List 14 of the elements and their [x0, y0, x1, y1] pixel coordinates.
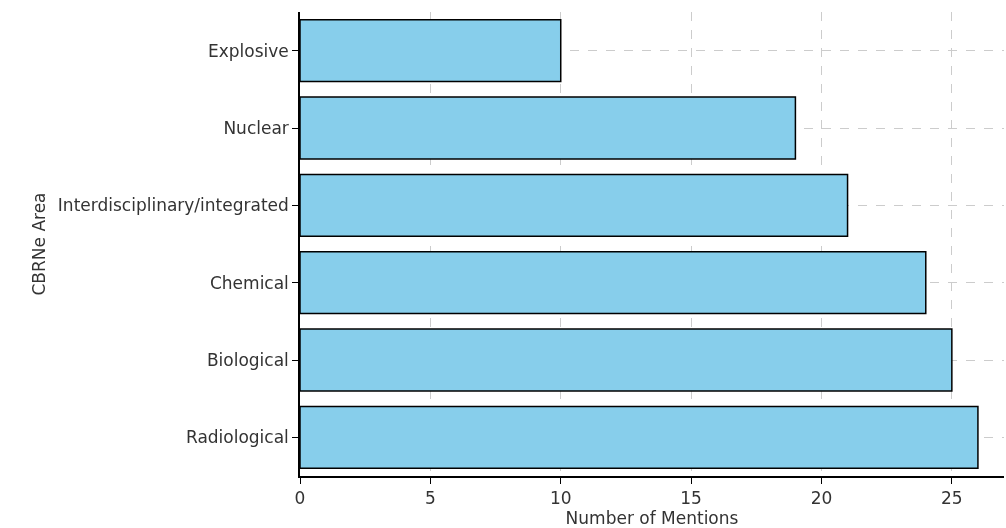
y-tick-label: Chemical	[209, 272, 289, 293]
y-tick-label: Biological	[206, 349, 289, 370]
y-axis-title: CBRNe Area	[28, 192, 49, 296]
x-tick-label: 20	[810, 488, 833, 509]
y-tick-label: Interdisciplinary/integrated	[57, 195, 289, 216]
x-axis-title: Number of Mentions	[565, 508, 739, 528]
x-tick-label: 5	[424, 488, 436, 509]
y-tick-label: Explosive	[208, 40, 289, 61]
x-tick-label: 0	[294, 488, 306, 509]
y-tick-label: Radiological	[185, 427, 289, 448]
x-tick-label: 10	[549, 488, 572, 509]
y-tick-label: Nuclear	[223, 117, 289, 138]
x-tick-label: 15	[680, 488, 702, 509]
x-tick-label: 25	[941, 488, 963, 509]
